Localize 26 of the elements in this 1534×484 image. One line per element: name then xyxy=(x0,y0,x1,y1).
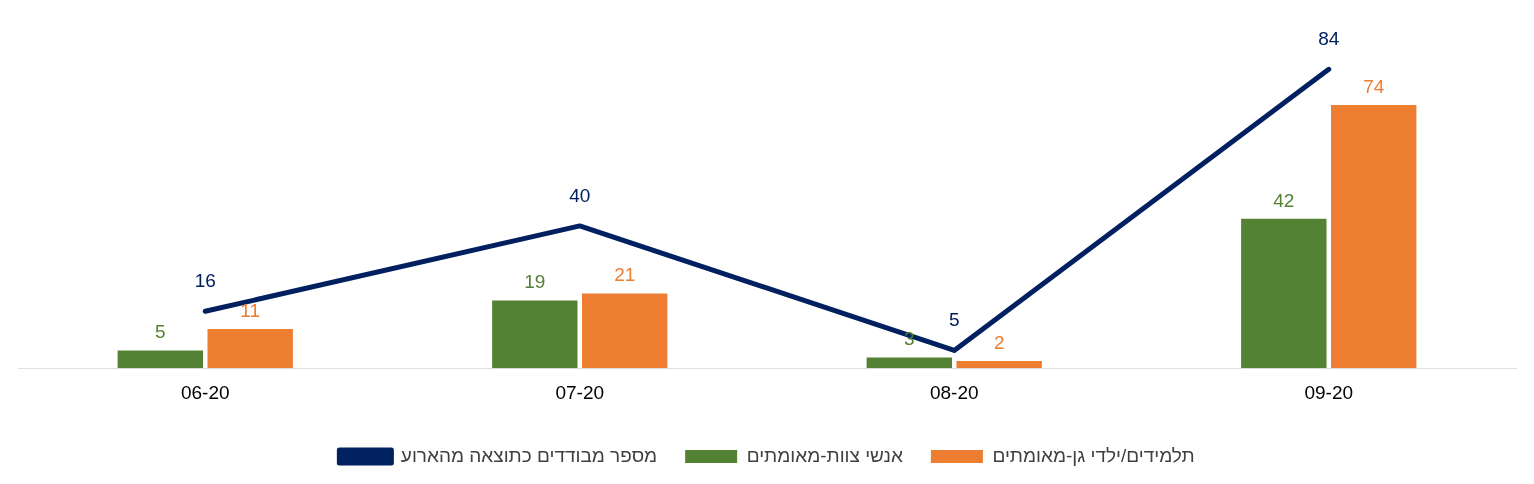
data-label: 16 xyxy=(194,270,216,292)
x-tick-label: 09-20 xyxy=(1304,381,1354,403)
bar xyxy=(117,350,203,369)
bar xyxy=(956,361,1042,369)
data-label: 42 xyxy=(1273,189,1295,211)
x-tick-label: 07-20 xyxy=(555,381,605,403)
data-label: 2 xyxy=(993,331,1005,353)
data-label: 40 xyxy=(569,184,591,206)
data-label: 11 xyxy=(240,299,261,321)
bar xyxy=(582,293,668,369)
bar xyxy=(1331,104,1417,369)
bar xyxy=(1241,218,1327,369)
legend-label: תלמידים/ילדי גן-מאומתים xyxy=(992,444,1195,466)
data-label: 84 xyxy=(1318,28,1340,50)
data-label: 5 xyxy=(155,321,166,343)
x-tick-label: 08-20 xyxy=(929,381,979,403)
bar xyxy=(492,300,578,369)
data-label: 5 xyxy=(948,309,960,331)
data-label: 19 xyxy=(524,271,546,293)
legend-label: אנשי צוות-מאומתים xyxy=(746,444,903,466)
legend-label: מספר מבודדים כתוצאה מהארוע xyxy=(400,444,658,466)
data-label: 21 xyxy=(614,264,636,286)
bar xyxy=(866,357,952,369)
x-tick-label: 06-20 xyxy=(180,381,230,403)
data-label: 74 xyxy=(1363,75,1385,97)
bar xyxy=(207,329,293,369)
